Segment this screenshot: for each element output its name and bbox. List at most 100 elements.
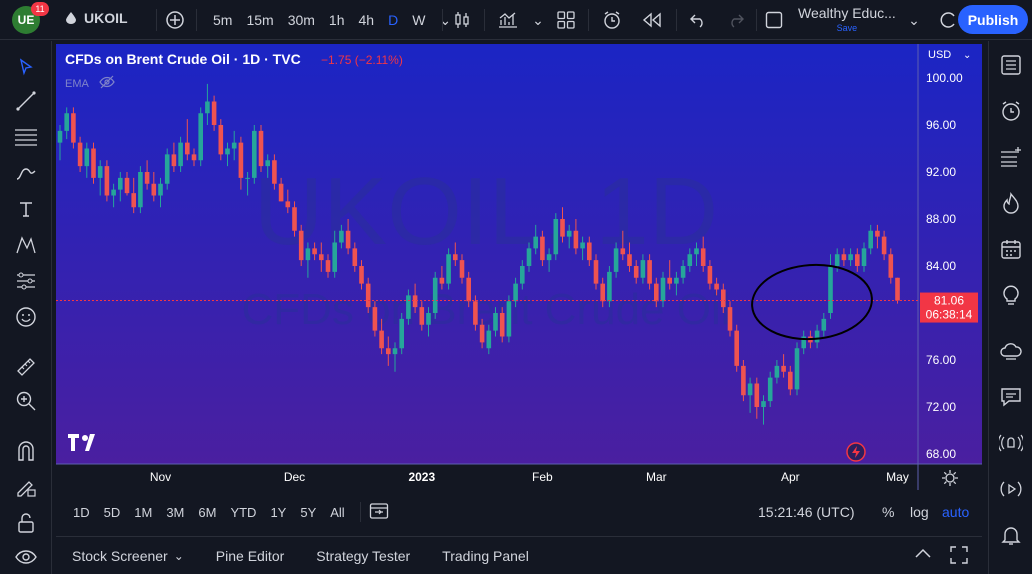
top-toolbar: UE 11 UKOIL 5m 15m 30m 1h 4h D W ⌄ ⌄ — [0, 0, 1032, 40]
streams-button[interactable] — [997, 337, 1025, 365]
hide-tool[interactable] — [12, 543, 40, 571]
interval-d[interactable]: D — [388, 12, 399, 28]
publish-button[interactable]: Publish — [958, 5, 1028, 34]
replay-button[interactable] — [640, 8, 664, 32]
candle — [77, 136, 83, 172]
range-5d[interactable]: 5D — [103, 504, 121, 520]
indicators-dropdown[interactable]: ⌄ — [526, 8, 550, 32]
pattern-tool[interactable] — [12, 231, 40, 259]
currency-selector[interactable]: USD ⌄ — [928, 49, 971, 61]
settings-gear-icon[interactable] — [942, 470, 958, 486]
compare-symbol-button[interactable] — [163, 8, 187, 32]
chevron-down-icon: ⌄ — [908, 11, 920, 28]
candle — [225, 142, 230, 167]
candle — [533, 224, 538, 255]
brush-tool[interactable] — [12, 159, 40, 187]
prediction-tool[interactable] — [12, 267, 40, 295]
candle — [687, 248, 693, 272]
text-tool[interactable] — [12, 195, 40, 223]
candle — [774, 360, 780, 384]
chart-pane[interactable]: UKOIL, 1D CFDs on Brent Crude Oil 100.00… — [56, 44, 982, 490]
layouts-button[interactable] — [554, 8, 578, 32]
range-all[interactable]: All — [330, 504, 345, 520]
interval-4h[interactable]: 4h — [358, 12, 375, 28]
tab-strategy-tester[interactable]: Strategy Tester — [300, 548, 426, 564]
notifications-button[interactable] — [997, 521, 1025, 549]
candle — [379, 318, 384, 355]
chevron-down-icon[interactable]: ⌄ — [439, 11, 452, 28]
signals-button[interactable] — [997, 475, 1025, 503]
data-window-button[interactable] — [997, 143, 1025, 171]
goto-date-button[interactable] — [369, 502, 389, 523]
range-ytd[interactable]: YTD — [230, 504, 257, 520]
watchlist-button[interactable] — [997, 51, 1025, 79]
tab-pine-editor[interactable]: Pine Editor — [200, 548, 300, 564]
price-scale[interactable]: 100.00 96.00 92.00 88.00 84.00 76.00 72.00 68.0… — [926, 71, 963, 461]
fib-tool[interactable] — [12, 123, 40, 151]
trend-line-tool[interactable] — [12, 87, 40, 115]
log-scale-toggle[interactable]: log — [910, 504, 929, 520]
fullscreen-layout-button[interactable] — [762, 8, 786, 32]
hand-drawn-circle[interactable] — [750, 261, 875, 343]
cursor-tool[interactable] — [12, 53, 40, 81]
interval-30m[interactable]: 30m — [287, 12, 315, 28]
ideas-button[interactable] — [997, 281, 1025, 309]
indicator-ema-label[interactable]: EMA — [65, 78, 90, 90]
auto-scale-toggle[interactable]: auto — [942, 504, 970, 520]
measure-tool[interactable] — [12, 353, 40, 381]
chats-button[interactable] — [997, 383, 1025, 411]
calendar-button[interactable] — [997, 235, 1025, 263]
utc-clock[interactable]: 15:21:46 (UTC) — [758, 504, 855, 520]
alert-button[interactable] — [600, 8, 624, 32]
interval-5m[interactable]: 5m — [213, 12, 233, 28]
hotlists-button[interactable] — [997, 189, 1025, 217]
symbol-search-button[interactable]: UKOIL — [66, 10, 128, 26]
range-1d[interactable]: 1D — [73, 504, 90, 520]
tab-pine-editor-label: Pine Editor — [215, 547, 285, 564]
percent-scale-toggle[interactable]: % — [882, 504, 895, 520]
range-1y[interactable]: 1Y — [270, 504, 287, 520]
candle — [767, 371, 773, 407]
price-chart[interactable]: UKOIL, 1D CFDs on Brent Crude Oil 100.00… — [56, 44, 982, 490]
magnet-tool[interactable] — [12, 437, 40, 465]
range-5y[interactable]: 5Y — [300, 504, 317, 520]
collapse-panel-button[interactable] — [914, 546, 932, 562]
time-scale[interactable]: Nov Dec 2023 Feb Mar Apr May — [150, 470, 909, 484]
maximize-panel-button[interactable] — [950, 546, 968, 567]
quick-search-button[interactable] — [936, 8, 960, 32]
candle-body — [566, 230, 572, 237]
toolbar-divider — [359, 502, 361, 522]
layout-dropdown[interactable]: ⌄ — [902, 8, 926, 32]
toolbar-divider — [196, 9, 197, 31]
lightning-icon[interactable] — [846, 442, 866, 462]
stay-drawing-tool[interactable] — [12, 473, 40, 501]
range-1m[interactable]: 1M — [134, 504, 153, 520]
eye-crossed-icon[interactable] — [99, 75, 115, 89]
layout-name-button[interactable]: Wealthy Educ... Save — [798, 6, 896, 36]
ruler-icon — [17, 358, 35, 376]
alerts-panel-button[interactable] — [997, 97, 1025, 125]
candle-body — [573, 230, 579, 249]
candle — [71, 107, 76, 149]
icons-tool[interactable] — [12, 303, 40, 331]
candle — [499, 307, 505, 343]
interval-15m[interactable]: 15m — [246, 12, 274, 28]
broadcast-button[interactable] — [997, 429, 1025, 457]
lock-tool[interactable] — [12, 509, 40, 537]
candle — [399, 313, 404, 355]
interval-1h[interactable]: 1h — [328, 12, 345, 28]
candle-body — [272, 160, 277, 184]
interval-w[interactable]: W — [412, 12, 426, 28]
zoom-tool[interactable] — [12, 387, 40, 415]
undo-button[interactable] — [686, 8, 710, 32]
range-3m[interactable]: 3M — [166, 504, 185, 520]
indicators-button[interactable] — [496, 8, 520, 32]
candle — [520, 260, 525, 290]
candle-type-button[interactable] — [450, 8, 474, 32]
range-6m[interactable]: 6M — [198, 504, 217, 520]
tab-stock-screener[interactable]: Stock Screener ⌄ — [56, 548, 200, 564]
redo-button[interactable] — [724, 8, 748, 32]
tab-trading-panel[interactable]: Trading Panel — [426, 548, 545, 564]
tradingview-logo[interactable] — [68, 434, 95, 451]
candle-body — [506, 301, 512, 337]
